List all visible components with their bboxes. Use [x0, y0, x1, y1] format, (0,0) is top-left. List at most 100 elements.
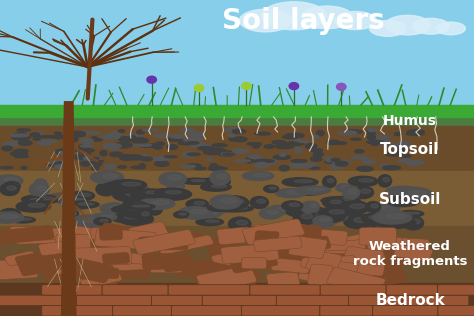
Ellipse shape — [280, 153, 286, 156]
Ellipse shape — [245, 158, 254, 163]
Ellipse shape — [397, 210, 424, 217]
Ellipse shape — [4, 178, 18, 182]
Ellipse shape — [93, 160, 103, 162]
FancyBboxPatch shape — [69, 258, 113, 283]
Ellipse shape — [167, 145, 178, 149]
FancyBboxPatch shape — [133, 230, 195, 254]
Ellipse shape — [78, 203, 94, 205]
Ellipse shape — [101, 182, 141, 193]
Ellipse shape — [282, 201, 303, 211]
Ellipse shape — [70, 137, 78, 142]
Ellipse shape — [379, 213, 391, 222]
Ellipse shape — [396, 187, 432, 201]
FancyBboxPatch shape — [80, 271, 122, 288]
Ellipse shape — [406, 132, 424, 135]
Ellipse shape — [173, 183, 182, 187]
Ellipse shape — [95, 162, 101, 166]
Ellipse shape — [256, 199, 265, 204]
FancyBboxPatch shape — [0, 258, 38, 281]
FancyBboxPatch shape — [280, 222, 316, 241]
Ellipse shape — [57, 194, 73, 200]
FancyBboxPatch shape — [266, 271, 300, 289]
Ellipse shape — [0, 215, 18, 218]
FancyBboxPatch shape — [161, 252, 193, 272]
FancyBboxPatch shape — [320, 254, 377, 273]
Ellipse shape — [81, 161, 91, 166]
Ellipse shape — [109, 132, 121, 137]
Ellipse shape — [409, 191, 427, 196]
Ellipse shape — [7, 186, 16, 190]
Ellipse shape — [115, 184, 135, 188]
Ellipse shape — [158, 194, 173, 204]
Ellipse shape — [37, 140, 52, 145]
Ellipse shape — [223, 153, 233, 155]
Ellipse shape — [125, 156, 134, 160]
Ellipse shape — [10, 152, 27, 156]
Ellipse shape — [103, 143, 121, 149]
FancyBboxPatch shape — [335, 260, 362, 275]
Ellipse shape — [46, 164, 65, 167]
Ellipse shape — [129, 185, 149, 195]
FancyBboxPatch shape — [241, 258, 266, 269]
Ellipse shape — [331, 214, 344, 217]
FancyBboxPatch shape — [298, 261, 352, 289]
Ellipse shape — [353, 186, 374, 198]
Ellipse shape — [153, 205, 160, 209]
Ellipse shape — [319, 207, 349, 219]
Ellipse shape — [190, 143, 204, 146]
Ellipse shape — [365, 131, 375, 135]
Ellipse shape — [165, 191, 181, 194]
Ellipse shape — [75, 149, 94, 152]
FancyBboxPatch shape — [38, 242, 66, 256]
Ellipse shape — [128, 202, 134, 206]
FancyBboxPatch shape — [42, 306, 113, 316]
Ellipse shape — [320, 218, 329, 222]
Ellipse shape — [111, 213, 148, 223]
Ellipse shape — [120, 155, 131, 160]
Text: Bedrock: Bedrock — [375, 293, 445, 308]
FancyBboxPatch shape — [72, 248, 108, 262]
Bar — [0, 283, 474, 316]
Ellipse shape — [407, 161, 422, 166]
Ellipse shape — [135, 189, 160, 200]
Ellipse shape — [62, 198, 89, 210]
Ellipse shape — [194, 167, 206, 170]
Ellipse shape — [385, 207, 397, 216]
Ellipse shape — [11, 141, 20, 145]
Ellipse shape — [304, 214, 340, 225]
Ellipse shape — [130, 186, 145, 198]
Ellipse shape — [372, 217, 379, 221]
Ellipse shape — [3, 182, 20, 191]
Ellipse shape — [142, 212, 149, 216]
Ellipse shape — [366, 202, 381, 212]
Ellipse shape — [210, 171, 230, 185]
Ellipse shape — [55, 149, 69, 155]
Ellipse shape — [123, 201, 147, 209]
Ellipse shape — [375, 217, 416, 228]
FancyBboxPatch shape — [320, 285, 386, 295]
Ellipse shape — [335, 161, 348, 166]
Ellipse shape — [137, 187, 146, 191]
FancyBboxPatch shape — [206, 236, 241, 257]
Ellipse shape — [199, 207, 222, 218]
Ellipse shape — [139, 144, 154, 147]
Ellipse shape — [301, 202, 315, 213]
Bar — [0, 226, 474, 283]
Ellipse shape — [275, 208, 287, 211]
Ellipse shape — [170, 135, 186, 138]
Ellipse shape — [359, 179, 374, 182]
Ellipse shape — [155, 161, 169, 166]
FancyBboxPatch shape — [87, 255, 114, 274]
Ellipse shape — [323, 176, 336, 188]
Ellipse shape — [155, 157, 167, 161]
FancyBboxPatch shape — [102, 252, 130, 265]
FancyBboxPatch shape — [348, 295, 402, 306]
FancyBboxPatch shape — [359, 228, 396, 245]
Ellipse shape — [317, 213, 345, 222]
Ellipse shape — [122, 182, 141, 186]
FancyBboxPatch shape — [358, 264, 407, 289]
Ellipse shape — [14, 149, 28, 153]
Ellipse shape — [164, 197, 171, 200]
Ellipse shape — [143, 129, 158, 131]
Ellipse shape — [400, 155, 411, 157]
